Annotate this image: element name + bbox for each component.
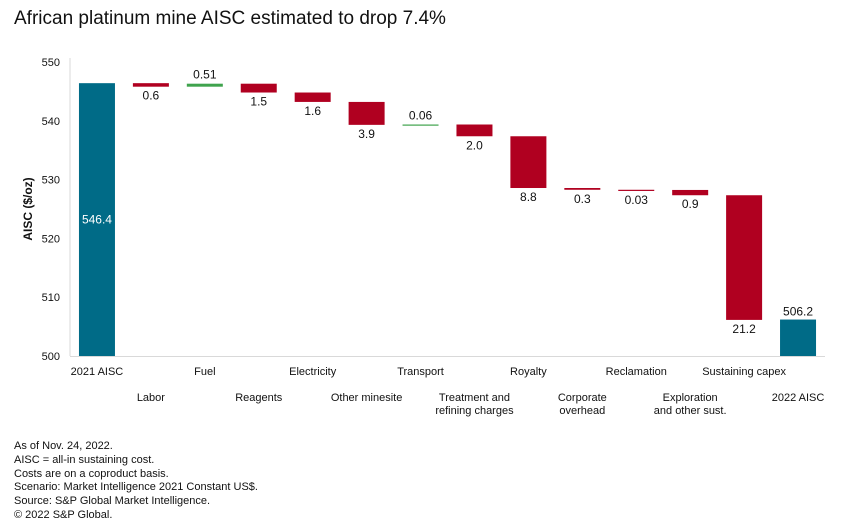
chart-title: African platinum mine AISC estimated to … [14, 8, 446, 29]
data-label: 546.4 [82, 213, 112, 227]
x-tick-label: Electricity [289, 366, 337, 378]
footnotes: As of Nov. 24, 2022. AISC = all-in susta… [14, 440, 258, 523]
x-tick-label: Labor [137, 392, 165, 404]
footnote-date: As of Nov. 24, 2022. [14, 440, 113, 452]
x-tick-label: Transport [397, 366, 444, 378]
y-axis-title: AISC ($/oz) [21, 177, 35, 240]
data-label: 3.9 [358, 127, 375, 141]
x-tick-label: refining charges [435, 405, 514, 417]
data-label: 8.8 [520, 190, 537, 204]
data-label: 1.5 [250, 95, 267, 109]
footnote-source: Source: S&P Global Market Intelligence. [14, 495, 211, 508]
footnote-basis: Costs are on a coproduct basis. [14, 467, 169, 480]
x-tick-label: Fuel [194, 366, 215, 378]
bar [348, 101, 385, 125]
x-tick-label: Corporate [558, 392, 607, 404]
y-tick-label: 500 [42, 351, 60, 363]
x-tick-label: Sustaining capex [702, 366, 786, 378]
bar [132, 83, 169, 87]
data-labels: 546.4 0.6 0.51 1.5 1.6 3.9 0.06 2.0 8.8 0.3 0.03 0.… [82, 68, 813, 336]
y-tick-label: 530 [42, 175, 60, 187]
bar [456, 124, 493, 137]
x-tick-label: Reclamation [606, 366, 667, 378]
footnote-copyright: © 2022 S&P Global. [14, 508, 113, 521]
data-label: 21.2 [732, 322, 756, 336]
data-label: 506.2 [783, 305, 813, 319]
waterfall-chart: 500 510 520 530 540 550 AISC ($/oz) 546.4 0.6 0.… [21, 57, 825, 417]
x-tick-label: overhead [559, 405, 605, 417]
bar [564, 188, 601, 190]
data-label: 0.03 [625, 193, 649, 207]
y-tick-label: 510 [42, 292, 60, 304]
bar [672, 189, 709, 196]
bar [294, 92, 331, 102]
x-tick-label: 2021 AISC [71, 366, 124, 378]
bar [240, 83, 277, 93]
data-label: 0.3 [574, 192, 591, 206]
bar [402, 124, 439, 126]
bar [780, 319, 817, 356]
data-label: 0.6 [143, 89, 160, 103]
data-label: 1.6 [304, 104, 321, 118]
y-tick-label: 540 [42, 116, 60, 128]
x-tick-label: Exploration [663, 392, 718, 404]
data-label: 0.51 [193, 68, 217, 82]
x-tick-label: Royalty [510, 366, 547, 378]
bar [186, 83, 223, 87]
bar [618, 189, 655, 191]
x-tick-label: 2022 AISC [772, 392, 825, 404]
bar [726, 195, 763, 320]
x-tick-labels: 2021 AISC Labor Fuel Reagents Electricity Oth… [71, 366, 825, 417]
x-tick-label: and other sust. [654, 405, 727, 417]
y-tick-label: 520 [42, 233, 60, 245]
footnote-scenario: Scenario: Market Intelligence 2021 Const… [14, 481, 258, 494]
x-tick-label: Treatment and [439, 392, 510, 404]
data-label: 0.06 [409, 109, 433, 123]
data-label: 2.0 [466, 138, 483, 152]
bars [78, 83, 817, 356]
bar [78, 83, 115, 356]
axes: 500 510 520 530 540 550 AISC ($/oz) [21, 57, 825, 363]
x-tick-label: Reagents [235, 392, 283, 404]
footnote-aisc-definition: AISC = all-in sustaining cost. [14, 453, 155, 466]
bar [510, 136, 547, 189]
x-tick-label: Other minesite [331, 392, 403, 404]
data-label: 0.9 [682, 197, 699, 211]
y-tick-label: 550 [42, 57, 60, 69]
